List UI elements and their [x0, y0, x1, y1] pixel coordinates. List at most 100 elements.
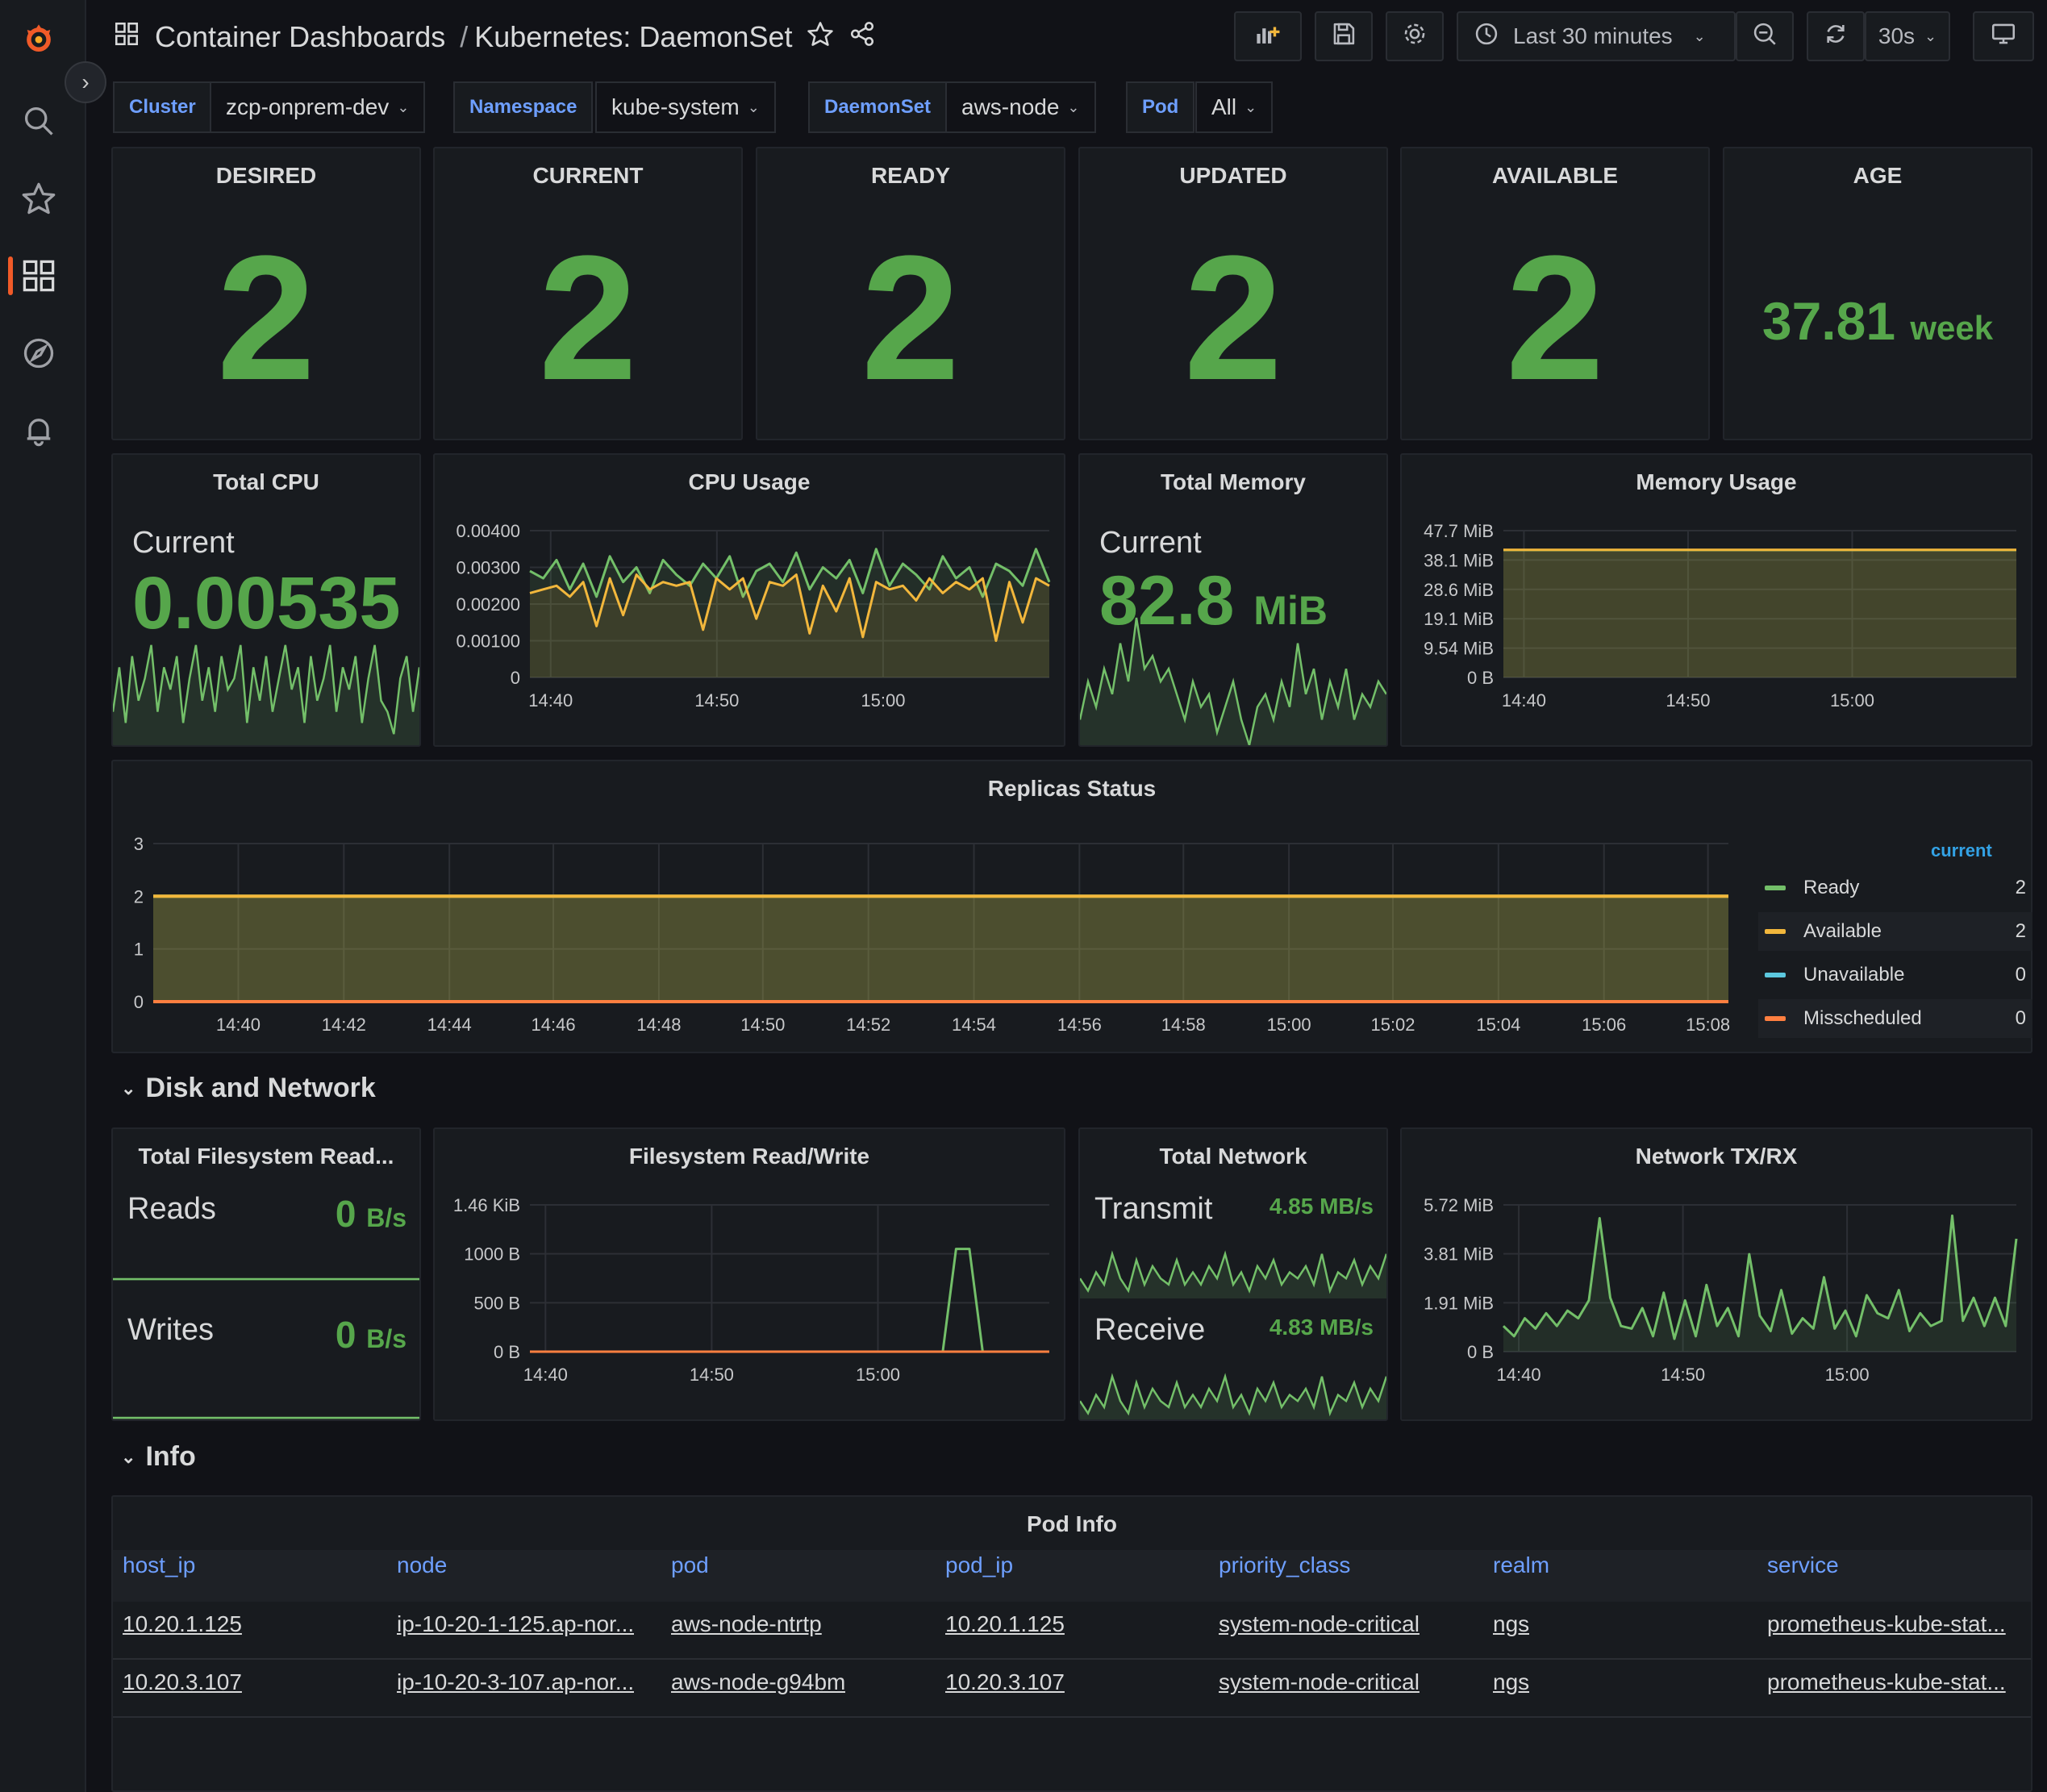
sparkline-reads: [113, 1277, 419, 1281]
explore-compass-icon[interactable]: [19, 334, 58, 373]
table-cell-pod-ip[interactable]: 10.20.3.107: [945, 1669, 1065, 1694]
time-range-picker[interactable]: Last 30 minutes ⌄: [1457, 11, 1736, 61]
grafana-logo-icon[interactable]: [19, 19, 58, 58]
row-title: Disk and Network: [145, 1073, 376, 1103]
stat-panel-desired[interactable]: DESIRED 2: [111, 147, 421, 440]
sparkline-line: [1080, 617, 1386, 745]
table-cell-priority-class[interactable]: system-node-critical: [1219, 1611, 1420, 1636]
panel-pod-info[interactable]: Pod Info: [111, 1495, 2032, 1792]
sparkline-area: [1080, 1376, 1386, 1419]
chart-replicas-status: 0 1 2 3 14:40 14:42 14:44 14:46 14:48 14:50 14:52 1…: [134, 834, 1730, 1035]
variable-select-cluster[interactable]: zcp-onprem-dev ⌄: [210, 81, 426, 133]
x-tick-label: 14:50: [1666, 690, 1710, 711]
cycle-view-mode-button[interactable]: [1973, 11, 2034, 61]
refresh-button[interactable]: [1807, 11, 1865, 61]
stat-panel-age[interactable]: AGE 37.81 week: [1723, 147, 2032, 440]
variable-select-pod[interactable]: All ⌄: [1195, 81, 1274, 133]
column-header-node[interactable]: node: [397, 1552, 448, 1577]
panel-title: AGE: [1853, 163, 1903, 188]
column-header-pod[interactable]: pod: [671, 1552, 709, 1577]
row-toggle-info[interactable]: ⌄ Info: [121, 1441, 196, 1473]
table-cell-node[interactable]: ip-10-20-1-125.ap-nor...: [397, 1611, 635, 1636]
table-cell-host-ip[interactable]: 10.20.3.107: [123, 1669, 242, 1694]
variable-value: All: [1211, 94, 1237, 119]
variable-label-daemonset: DaemonSet: [808, 81, 948, 133]
alerting-bell-icon[interactable]: [19, 411, 58, 450]
dashboard-title[interactable]: Kubernetes: DaemonSet: [474, 20, 793, 53]
panel-total-memory[interactable]: Total Memory Current 82.8 MiB: [1078, 453, 1388, 747]
x-tick-label: 14:40: [528, 690, 573, 711]
starred-icon[interactable]: [19, 179, 58, 218]
panel-total-filesystem[interactable]: Total Filesystem Read... Reads 0 B/s Wri…: [111, 1127, 421, 1421]
stat-panel-available[interactable]: AVAILABLE 2: [1400, 147, 1710, 440]
panel-filesystem-rw[interactable]: Filesystem Read/Write 0 B 500 B 1000 B 1.46…: [433, 1127, 1065, 1421]
stat-panel-ready[interactable]: READY 2: [756, 147, 1065, 440]
legend-header[interactable]: current: [1931, 840, 1992, 861]
table-cell-service[interactable]: prometheus-kube-stat...: [1767, 1669, 2006, 1694]
column-header-priority-class[interactable]: priority_class: [1219, 1552, 1351, 1577]
y-tick-label: 0: [134, 992, 144, 1012]
table-cell-pod[interactable]: aws-node-ntrtp: [671, 1611, 822, 1636]
x-tick-label: 14:42: [322, 1015, 366, 1035]
dashboards-icon[interactable]: [19, 256, 58, 295]
panel-total-cpu[interactable]: Total CPU Current 0.00535: [111, 453, 421, 747]
legend-item-misscheduled[interactable]: Misscheduled 0: [1758, 999, 2032, 1038]
row-toggle-disk-network[interactable]: ⌄ Disk and Network: [121, 1073, 376, 1104]
table-cell-pod[interactable]: aws-node-g94bm: [671, 1669, 846, 1694]
column-header-pod-ip[interactable]: pod_ip: [945, 1552, 1014, 1577]
folder-link[interactable]: Container Dashboards: [155, 20, 446, 53]
panel-total-network[interactable]: Total Network Transmit 4.85 MB/s Receive…: [1078, 1127, 1388, 1421]
table-header-row: [113, 1550, 2031, 1602]
x-tick-label: 15:02: [1370, 1015, 1415, 1035]
table-cell-priority-class[interactable]: system-node-critical: [1219, 1669, 1420, 1694]
search-icon[interactable]: [19, 102, 58, 140]
y-tick-label: 500 B: [474, 1293, 521, 1313]
table-cell-service[interactable]: prometheus-kube-stat...: [1767, 1611, 2006, 1636]
sparkline-writes: [113, 1416, 419, 1419]
y-tick-label: 19.1 MiB: [1424, 609, 1494, 629]
y-tick-label: 0.00200: [456, 594, 520, 615]
column-header-realm[interactable]: realm: [1493, 1552, 1550, 1577]
stat-value-age: 37.81 week: [1724, 290, 2031, 352]
table-cell-node[interactable]: ip-10-20-3-107.ap-nor...: [397, 1669, 635, 1694]
column-header-host-ip[interactable]: host_ip: [123, 1552, 196, 1577]
chevron-down-icon: ⌄: [1924, 27, 1937, 44]
column-header-service[interactable]: service: [1767, 1552, 1839, 1577]
chevron-down-icon: ⌄: [1693, 27, 1706, 44]
y-tick-label: 1.91 MiB: [1424, 1293, 1494, 1313]
panel-network-txrx[interactable]: Network TX/RX 0 B 1.91 MiB 3.81 MiB 5.72 Mi…: [1400, 1127, 2032, 1421]
legend-item-available[interactable]: Available 2: [1758, 912, 2032, 951]
x-tick-label: 14:48: [636, 1015, 681, 1035]
legend-item-ready[interactable]: Ready 2: [1758, 869, 2032, 907]
zoom-out-button[interactable]: [1736, 11, 1794, 61]
panel-title: CPU Usage: [688, 469, 811, 494]
variable-select-daemonset[interactable]: aws-node ⌄: [945, 81, 1096, 133]
expand-sidebar-button[interactable]: ›: [65, 61, 106, 103]
panel-memory-usage[interactable]: Memory Usage 0 B 9.54 MiB 19.1 MiB 28.6 MiB…: [1400, 453, 2032, 747]
sidebar: [0, 0, 86, 1792]
save-dashboard-button[interactable]: [1315, 11, 1373, 61]
panel-title: Total Filesystem Read...: [138, 1144, 394, 1169]
table-cell-host-ip[interactable]: 10.20.1.125: [123, 1611, 242, 1636]
refresh-interval-picker[interactable]: 30s ⌄: [1865, 11, 1950, 61]
table-cell-realm[interactable]: ngs: [1493, 1669, 1530, 1694]
star-dashboard-icon[interactable]: [807, 20, 834, 55]
stat-panel-current[interactable]: CURRENT 2: [433, 147, 743, 440]
dashboard-settings-button[interactable]: [1386, 11, 1444, 61]
table-cell-realm[interactable]: ngs: [1493, 1611, 1530, 1636]
series-area: [153, 896, 1728, 1002]
panel-replicas-status[interactable]: Replicas Status 0 1 2 3 14:40 14:42 14:44 14:46…: [111, 760, 2032, 1053]
stat-panel-updated[interactable]: UPDATED 2: [1078, 147, 1388, 440]
table-cell-pod-ip[interactable]: 10.20.1.125: [945, 1611, 1065, 1636]
clock-icon: [1473, 20, 1500, 53]
share-icon[interactable]: [848, 20, 876, 55]
add-panel-button[interactable]: [1234, 11, 1302, 61]
x-tick-label: 15:00: [1267, 1015, 1311, 1035]
dashboard-grid-icon: [113, 20, 140, 55]
x-tick-label: 14:50: [690, 1365, 734, 1385]
variable-select-namespace[interactable]: kube-system ⌄: [595, 81, 776, 133]
legend-item-unavailable[interactable]: Unavailable 0: [1758, 956, 2032, 994]
y-tick-label: 1.46 KiB: [453, 1195, 520, 1215]
panel-cpu-usage[interactable]: CPU Usage 0 0.00100 0.00200 0.00300 0.00400 1…: [433, 453, 1065, 747]
variable-label-namespace: Namespace: [453, 81, 594, 133]
